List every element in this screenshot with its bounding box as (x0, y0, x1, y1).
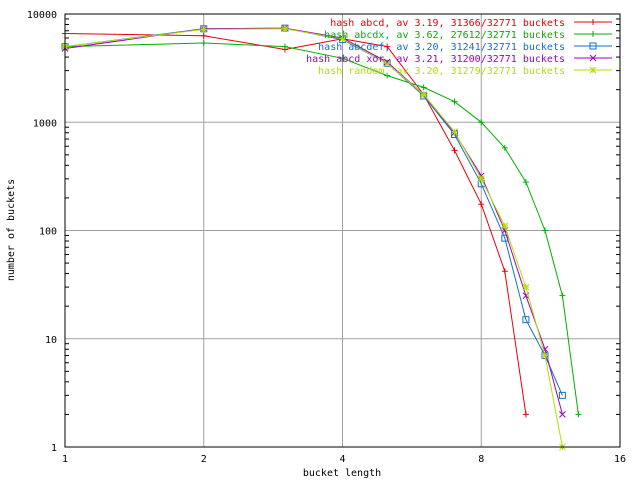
data-point-marker (451, 147, 458, 154)
data-point-marker (200, 26, 208, 33)
data-point-marker (281, 25, 289, 33)
x-tick-label: 2 (201, 454, 207, 465)
data-point-marker (339, 55, 346, 62)
data-point-marker (558, 391, 566, 399)
y-axis-ticks: 1 10 100 1000 10000 (27, 10, 620, 454)
data-point-marker (477, 175, 485, 183)
data-point-marker (522, 179, 529, 186)
y-tick-label: 10000 (27, 10, 57, 21)
data-point-marker (590, 19, 596, 25)
series-line (64, 28, 563, 448)
data-point-marker (522, 411, 529, 418)
data-point-marker (200, 32, 207, 39)
data-point-marker (501, 144, 508, 151)
x-tick-label: 16 (614, 454, 626, 465)
data-point-marker (589, 66, 597, 74)
data-point-marker (589, 54, 597, 62)
x-tick-label: 1 (62, 454, 68, 465)
data-point-marker (478, 119, 485, 126)
legend-label: hash abcd xor, av 3.21, 31200/32771 buck… (306, 54, 565, 65)
series-line (64, 33, 527, 415)
y-axis-label: number of buckets (6, 179, 17, 281)
data-point-marker (590, 31, 596, 37)
y-tick-label: 1000 (33, 118, 57, 129)
legend: hash abcd, av 3.19, 31366/32771 bucketsh… (306, 18, 612, 77)
data-point-marker (383, 60, 391, 67)
data-point-marker (559, 292, 566, 299)
data-point-marker (478, 201, 485, 208)
series-layer (61, 24, 582, 451)
data-point-marker (589, 42, 597, 50)
data-point-marker (339, 35, 346, 43)
data-point-marker (501, 222, 509, 230)
data-point-marker (420, 84, 427, 91)
data-point-marker (501, 268, 508, 275)
data-point-marker (420, 91, 428, 98)
data-point-marker (477, 172, 485, 180)
y-tick-label: 10 (45, 335, 57, 346)
x-axis-ticks: 1 2 4 8 16 (62, 454, 626, 465)
data-point-marker (384, 72, 391, 79)
legend-label: hash abcdx, av 3.62, 27612/32771 buckets (324, 30, 565, 41)
data-point-marker (541, 352, 549, 359)
legend-label: hash random, av 3.20, 31279/32771 bucket… (318, 66, 565, 77)
data-point-marker (281, 43, 288, 50)
data-point-marker (575, 411, 582, 418)
x-tick-label: 8 (478, 454, 484, 465)
x-tick-label: 4 (339, 454, 345, 465)
legend-label: hash abcd, av 3.19, 31366/32771 buckets (330, 18, 565, 29)
data-point-marker (501, 234, 509, 242)
legend-label: hash abcdef, av 3.20, 31241/32771 bucket… (318, 42, 565, 53)
y-tick-label: 100 (39, 227, 57, 238)
data-point-marker (384, 43, 391, 50)
data-point-marker (200, 39, 207, 46)
x-axis-label: bucket length (303, 468, 381, 479)
data-point-marker (559, 411, 566, 418)
data-point-marker (522, 283, 530, 291)
plot-frame (64, 13, 621, 448)
data-point-marker (451, 98, 458, 105)
y-tick-label: 1 (51, 443, 57, 454)
data-point-marker (522, 316, 530, 324)
data-point-marker (541, 227, 548, 234)
data-point-marker (451, 128, 458, 135)
